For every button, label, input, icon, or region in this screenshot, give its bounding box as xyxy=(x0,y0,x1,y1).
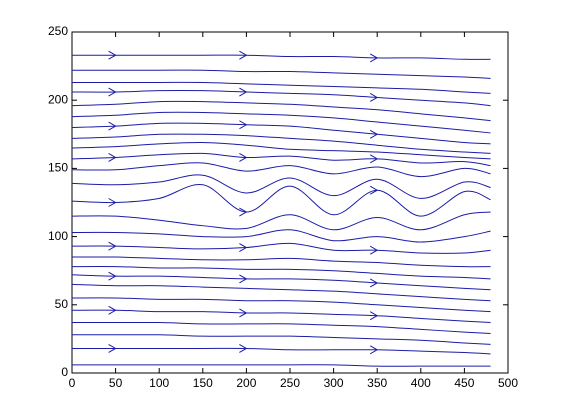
arrow xyxy=(239,153,248,162)
streamline xyxy=(71,242,491,254)
y-tick-label: 200 xyxy=(48,92,68,106)
streamline xyxy=(71,347,491,355)
arrow xyxy=(369,154,379,164)
arrow xyxy=(108,50,117,60)
arrow xyxy=(108,153,117,162)
x-tick-label: 150 xyxy=(193,376,213,390)
arrow xyxy=(239,243,248,252)
arrow xyxy=(239,274,248,284)
x-tick-label: 0 xyxy=(69,376,76,390)
streamline xyxy=(71,81,491,94)
arrow xyxy=(108,344,117,353)
arrow xyxy=(369,93,379,102)
arrow xyxy=(239,87,248,97)
arrow xyxy=(108,121,117,131)
streamline xyxy=(71,184,491,217)
streamline xyxy=(71,111,491,134)
streamline xyxy=(71,211,491,231)
streamline xyxy=(71,54,491,60)
x-tick-label: 250 xyxy=(280,376,300,390)
streamline xyxy=(71,89,491,107)
arrow xyxy=(369,345,379,355)
x-tick-label: 500 xyxy=(498,376,518,390)
x-tick-label: 400 xyxy=(411,376,431,390)
arrow xyxy=(239,50,248,60)
streamline xyxy=(72,321,491,334)
arrow xyxy=(369,245,379,255)
y-tick-label: 150 xyxy=(48,161,68,175)
streamline xyxy=(72,364,491,367)
arrow xyxy=(239,308,248,318)
y-tick-label: 250 xyxy=(48,24,68,38)
streamline xyxy=(71,100,491,122)
streamline xyxy=(71,283,491,302)
x-tick-label: 100 xyxy=(149,376,169,390)
x-tick-label: 350 xyxy=(367,376,387,390)
streamline xyxy=(71,229,491,243)
streamline xyxy=(71,174,491,199)
arrow xyxy=(369,278,379,288)
streamline xyxy=(71,122,491,145)
streamline xyxy=(71,309,491,324)
y-tick-label: 50 xyxy=(55,297,69,311)
arrow xyxy=(108,271,117,281)
y-tick-label: 0 xyxy=(61,365,68,379)
streamline xyxy=(71,274,491,291)
streamline xyxy=(71,162,491,178)
x-tick-label: 200 xyxy=(236,376,256,390)
streamline xyxy=(71,152,491,167)
x-tick-label: 300 xyxy=(324,376,344,390)
axes-box xyxy=(71,31,509,374)
arrow xyxy=(369,311,379,321)
streamline xyxy=(71,297,491,313)
streamline xyxy=(71,133,491,154)
streamline xyxy=(71,141,491,160)
arrow xyxy=(369,129,379,139)
x-tick-label: 450 xyxy=(454,376,474,390)
arrow xyxy=(369,185,379,195)
arrow xyxy=(239,120,248,130)
arrow xyxy=(239,207,248,217)
arrow xyxy=(108,241,117,251)
arrow xyxy=(108,198,117,207)
streamline xyxy=(72,334,491,345)
streamline xyxy=(71,256,491,268)
arrow xyxy=(239,344,248,353)
arrow xyxy=(369,53,379,63)
arrow xyxy=(108,305,117,315)
y-tick-label: 100 xyxy=(48,229,68,243)
streamline xyxy=(71,266,491,280)
streamline xyxy=(72,69,491,79)
arrow xyxy=(108,87,117,97)
x-tick-label: 50 xyxy=(109,376,123,390)
